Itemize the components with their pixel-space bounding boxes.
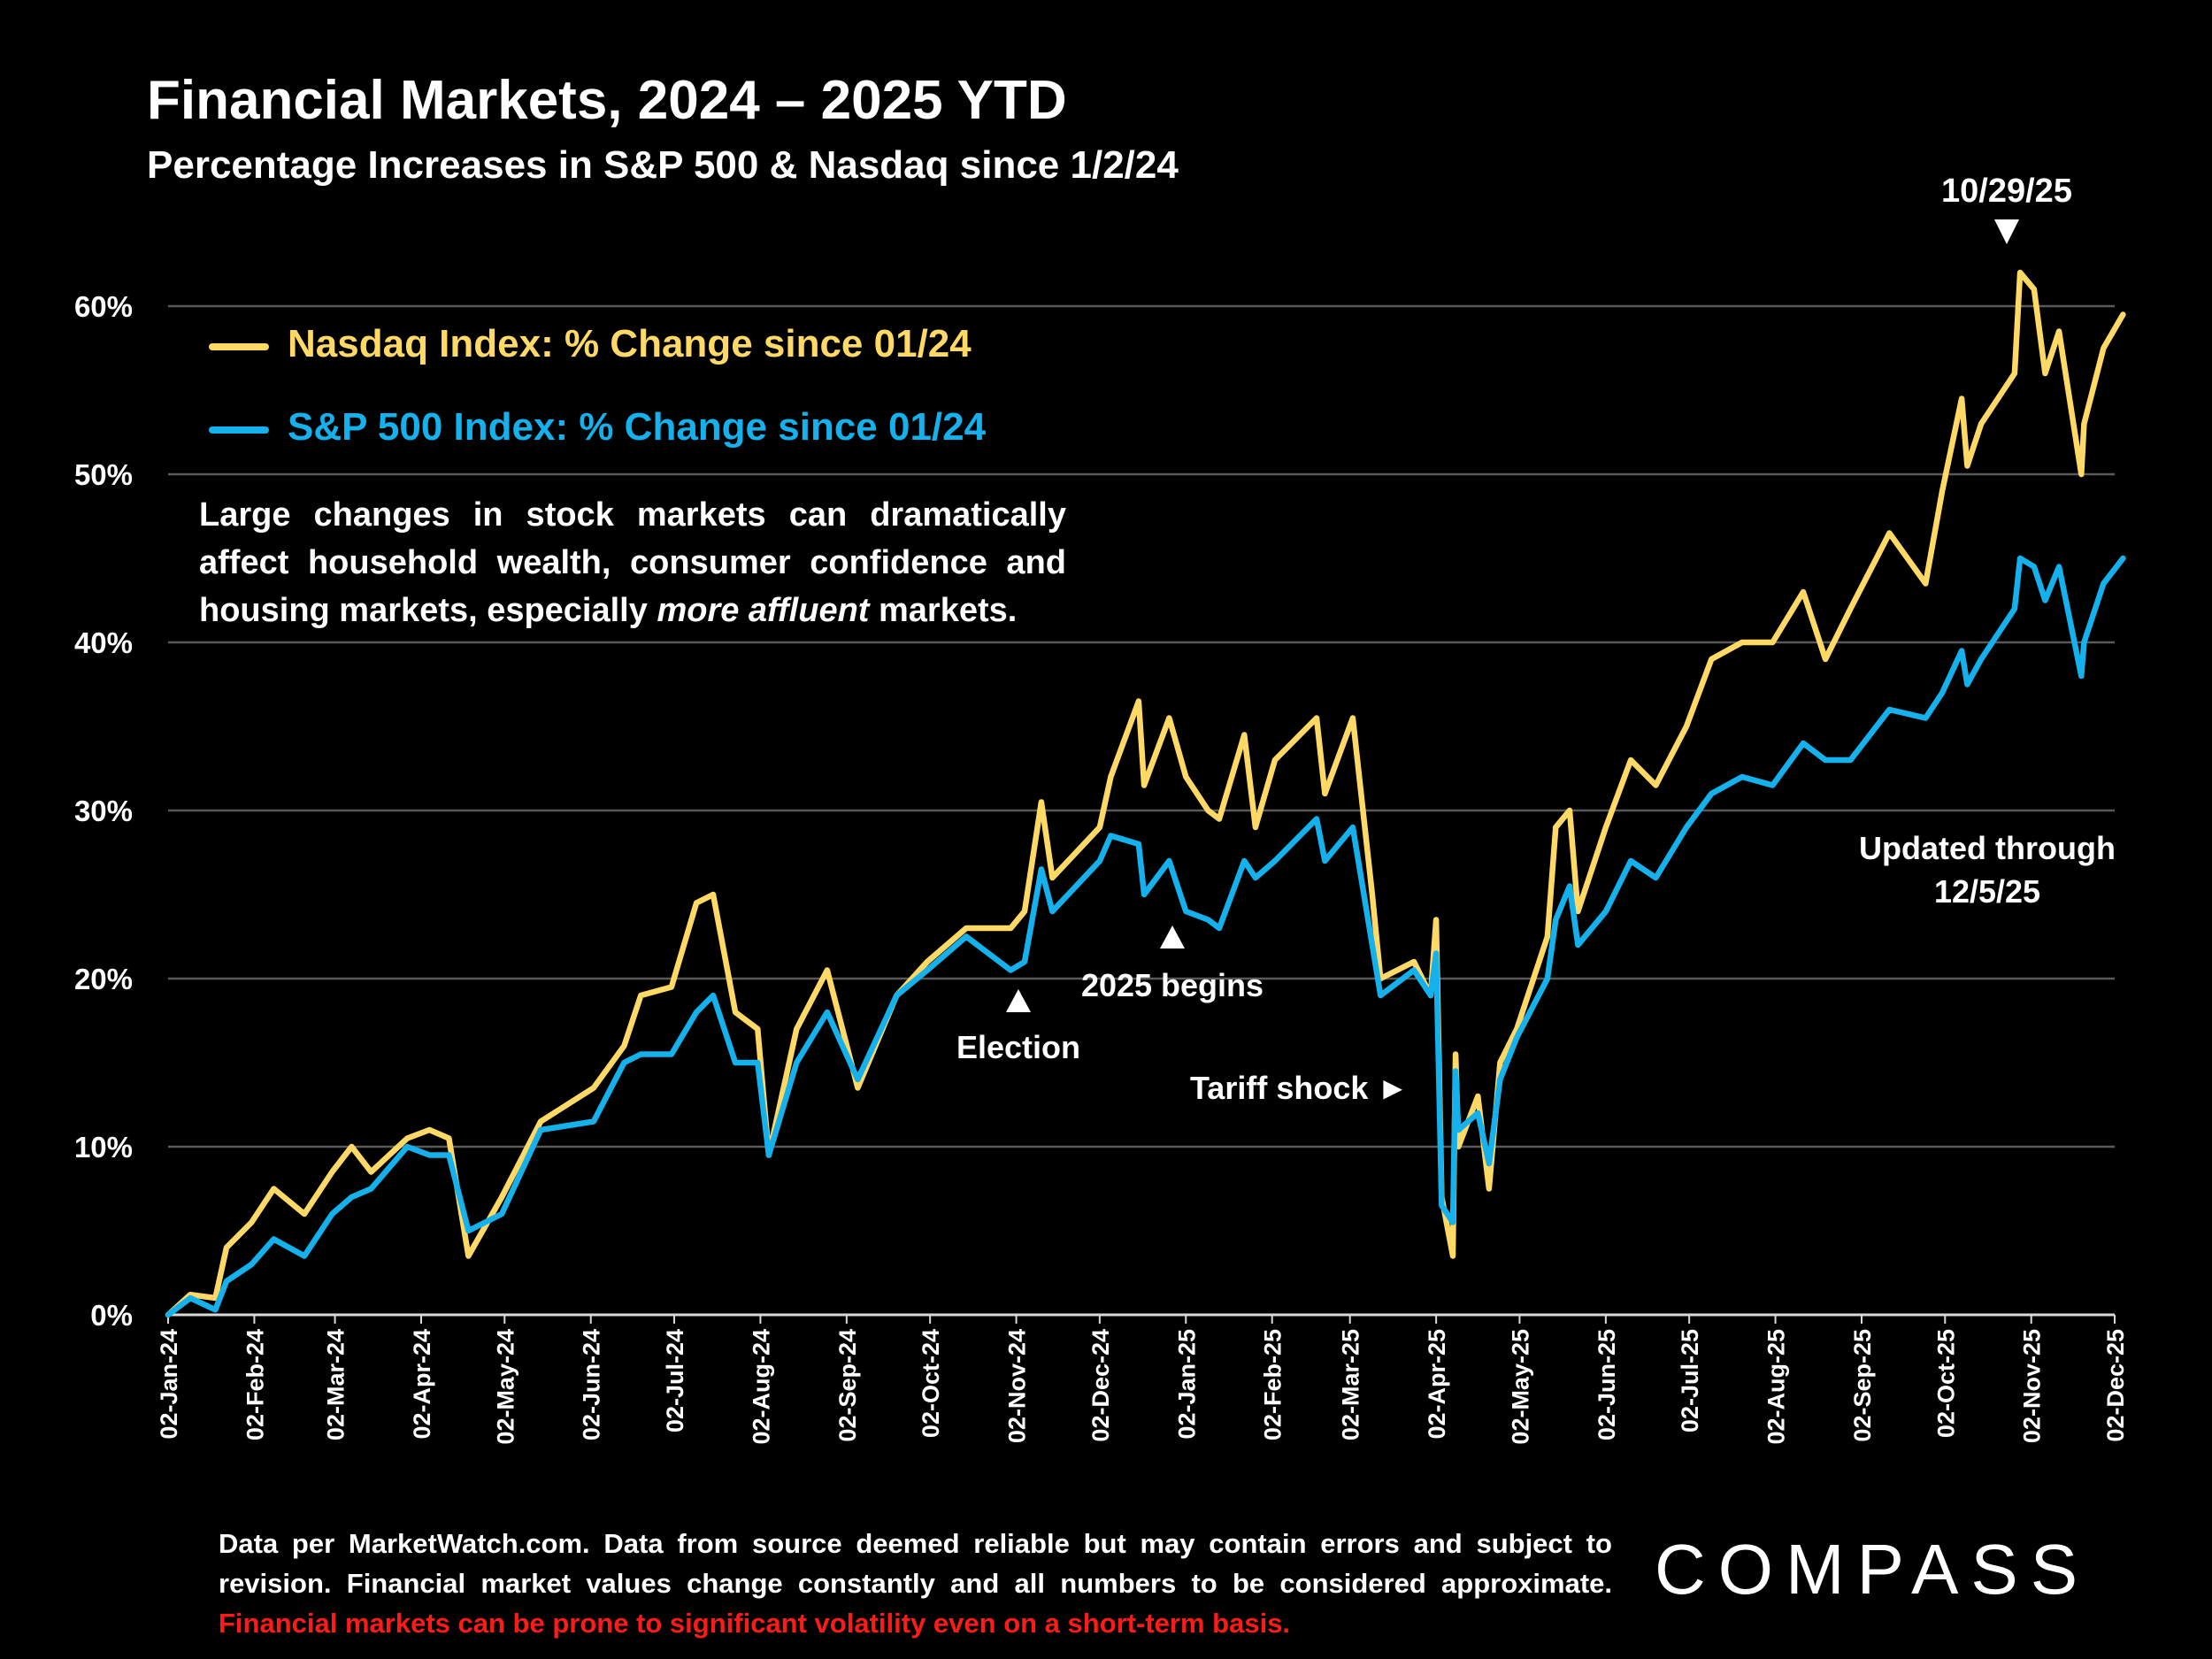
updated-label-2: 12/5/25 [1934,873,2040,910]
x-tick-label: 02-Jan-25 [1173,1329,1200,1440]
x-tick-label: 02-Oct-24 [918,1329,944,1438]
y-tick-label: 10% [74,1131,133,1164]
x-tick-label: 02-Jan-24 [156,1329,182,1440]
chart-title: Financial Markets, 2024 – 2025 YTD [147,70,1067,131]
x-tick-label: 02-Mar-24 [323,1329,349,1440]
x-tick-label: 02-Oct-25 [1932,1329,1959,1438]
y-tick-label: 60% [74,290,133,323]
chart-subtitle: Percentage Increases in S&P 500 & Nasdaq… [147,143,1179,187]
nasdaq-series-line [165,269,2126,1318]
peak-label: 10/29/25 [1941,173,2072,210]
x-tick-label: 02-Dec-24 [1087,1329,1114,1442]
x-tick-label: 02-Nov-24 [1004,1329,1031,1443]
x-tick-label: 02-Aug-24 [748,1329,774,1445]
volatility-warning: Financial markets can be prone to signif… [219,1608,1291,1639]
year-begins-label: 2025 begins [1081,967,1263,1003]
x-tick-label: 02-Apr-25 [1424,1329,1450,1440]
legend-nasdaq-swatch [209,343,269,350]
election-label: Election [956,1029,1080,1065]
x-tick-label: 02-Mar-25 [1338,1329,1364,1440]
y-tick-label: 30% [74,795,133,827]
x-tick-label: 02-May-25 [1507,1329,1533,1445]
disclaimer-text: Data per MarketWatch.com. Data from sour… [219,1528,1612,1599]
x-tick-label: 02-Jul-24 [662,1329,688,1432]
updated-label-1: Updated through [1859,830,2116,866]
x-tick-label: 02-Apr-24 [409,1329,435,1440]
y-tick-label: 40% [74,626,133,659]
x-tick-label: 02-Jun-25 [1594,1329,1620,1440]
x-tick-label: 02-Nov-25 [2019,1329,2046,1443]
x-tick-label: 02-Aug-25 [1763,1329,1790,1445]
sp500-series-line [165,555,2126,1318]
y-tick-label: 0% [90,1299,133,1332]
footer-disclaimer: Data per MarketWatch.com. Data from sour… [219,1524,1612,1643]
x-tick-label: 02-Sep-25 [1849,1329,1876,1442]
commentary-emphasis: more affluent [657,592,870,629]
x-tick-label: 02-Dec-25 [2102,1329,2129,1442]
peak-marker-icon [1994,219,2019,244]
tariff-label: Tariff shock ► [1190,1070,1409,1106]
legend-sp500-swatch [209,426,269,434]
commentary-paragraph: Large changes in stock markets can drama… [199,491,1066,634]
x-tick-label: 02-Jul-25 [1677,1329,1703,1432]
commentary-text: Large changes in stock markets can drama… [199,496,1066,629]
y-tick-label: 50% [74,458,133,491]
commentary-text-end: markets. [869,592,1018,629]
compass-logo: COMPASS [1655,1530,2091,1609]
x-tick-label: 02-Feb-24 [242,1329,268,1440]
x-tick-label: 02-May-24 [492,1329,518,1445]
legend-sp500: S&P 500 Index: % Change since 01/24 [288,405,987,449]
y-tick-label: 20% [74,963,133,995]
x-tick-label: 02-Sep-24 [834,1329,861,1442]
election-marker-icon [1006,989,1031,1012]
legend-nasdaq: Nasdaq Index: % Change since 01/24 [288,322,972,365]
year-begins-marker-icon [1160,926,1185,949]
x-tick-label: 02-Jun-24 [579,1329,605,1440]
x-tick-label: 02-Feb-25 [1260,1329,1286,1440]
